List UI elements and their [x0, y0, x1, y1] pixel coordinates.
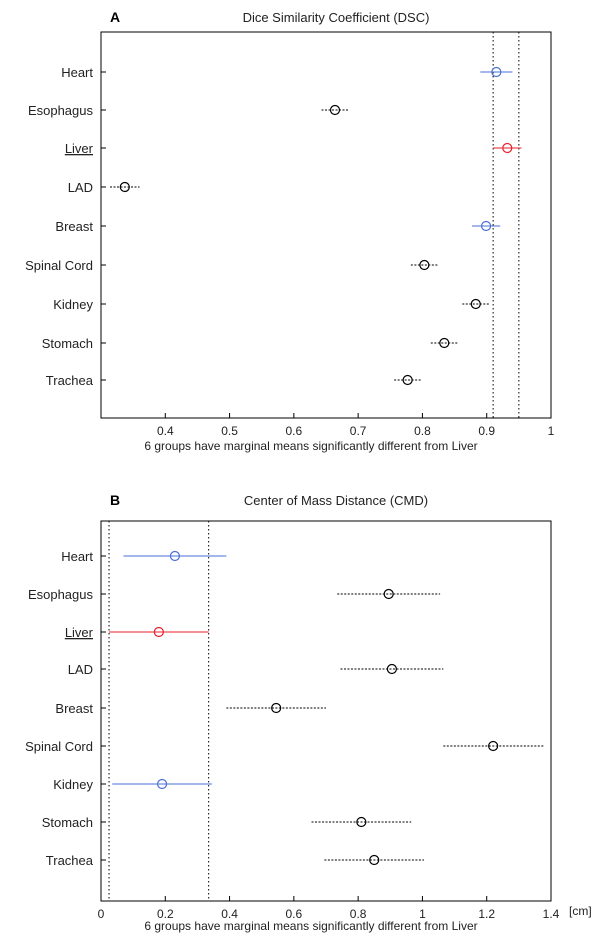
x-tick-label: 0.7 [350, 424, 367, 438]
category-label: Kidney [53, 777, 93, 792]
chart-panel-b: B Center of Mass Distance (CMD) 0 0.2 0.4 0.6… [25, 492, 592, 933]
x-tick-label: 0 [98, 907, 105, 921]
category-label: Liver [65, 625, 94, 640]
category-label: Stomach [42, 336, 93, 351]
mean-marker [502, 142, 513, 154]
category-label: Stomach [42, 815, 93, 830]
mean-marker [383, 588, 394, 600]
mean-marker [356, 816, 367, 828]
x-axis-unit: [cm] [569, 904, 592, 918]
x-tick-label: 0.4 [221, 907, 238, 921]
category-label: Trachea [46, 373, 94, 388]
mean-marker [470, 298, 481, 310]
mean-marker [169, 550, 181, 562]
mean-marker [386, 663, 397, 675]
x-axis-label: 6 groups have marginal means significant… [144, 439, 477, 453]
x-tick-label: 0.9 [478, 424, 495, 438]
category-label: Breast [55, 219, 93, 234]
mean-marker [491, 66, 502, 78]
x-tick-label: 0.2 [157, 907, 174, 921]
x-tick-label: 1 [548, 424, 555, 438]
panel-label: A [110, 9, 120, 25]
category-label: Spinal Cord [25, 739, 93, 754]
mean-marker [488, 740, 499, 752]
category-label: Liver [65, 141, 94, 156]
mean-marker [419, 259, 430, 271]
chart-title: Center of Mass Distance (CMD) [244, 493, 428, 508]
mean-marker [480, 220, 492, 232]
mean-marker [402, 374, 413, 386]
category-label: Esophagus [28, 103, 94, 118]
chart-title: Dice Similarity Coefficient (DSC) [243, 10, 430, 25]
x-tick-label: 0.6 [286, 424, 303, 438]
x-tick-label: 0.5 [221, 424, 238, 438]
category-label: Kidney [53, 297, 93, 312]
x-tick-label: 0.8 [350, 907, 367, 921]
category-label: Trachea [46, 853, 94, 868]
mean-marker [271, 702, 282, 714]
category-label: LAD [68, 180, 93, 195]
mean-marker [156, 778, 168, 790]
category-label: LAD [68, 662, 93, 677]
category-label: Esophagus [28, 587, 94, 602]
mean-marker [439, 337, 450, 349]
x-tick-label: 0.8 [414, 424, 431, 438]
mean-marker [329, 104, 341, 116]
plot-frame [100, 520, 552, 902]
x-axis-label: 6 groups have marginal means significant… [144, 919, 477, 933]
panel-label: B [110, 492, 120, 508]
x-tick-label: 1.4 [543, 907, 560, 921]
mean-marker [119, 181, 130, 193]
plot-frame [100, 31, 552, 419]
x-tick-label: 1.2 [478, 907, 495, 921]
category-label: Heart [61, 65, 93, 80]
chart-panel-a: A Dice Similarity Coefficient (DSC) 0.4 0.5… [25, 9, 555, 453]
mean-marker [369, 854, 380, 866]
category-label: Breast [55, 701, 93, 716]
category-label: Heart [61, 549, 93, 564]
x-tick-label: 1 [419, 907, 426, 921]
mean-marker [153, 626, 164, 638]
category-label: Spinal Cord [25, 258, 93, 273]
x-tick-label: 0.6 [286, 907, 303, 921]
x-tick-label: 0.4 [157, 424, 174, 438]
